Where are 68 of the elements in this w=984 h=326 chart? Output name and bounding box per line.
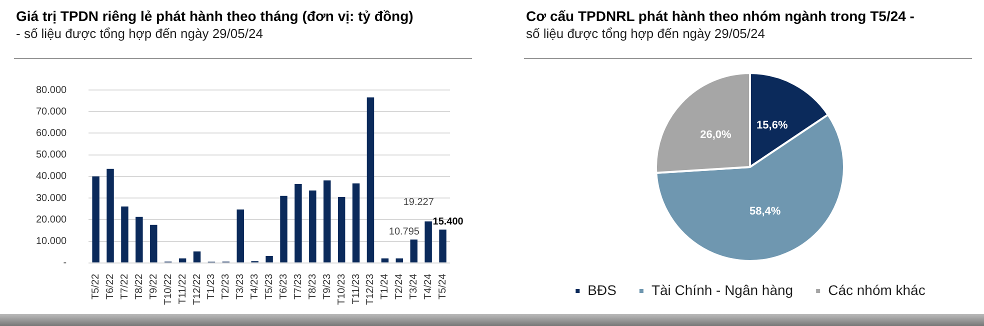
x-tick-label: T11/23: [350, 273, 362, 304]
x-tick-label: T6/23: [278, 273, 290, 300]
x-tick-label: T3/23: [235, 273, 246, 300]
chart-subtitle: số liệu được tổng hợp đến ngày 29/05/24: [526, 26, 765, 41]
bar: [266, 256, 273, 262]
bar: [193, 251, 201, 262]
legend-label: Các nhóm khác: [828, 282, 926, 298]
x-tick-label: T9/22: [148, 273, 160, 300]
bar: [92, 176, 100, 262]
data-label: 19.227: [403, 197, 434, 208]
bar: [396, 258, 404, 262]
y-tick-label: 80.000: [36, 84, 68, 96]
bar: [439, 230, 446, 262]
y-tick-label: 40.000: [36, 171, 68, 182]
bar: [410, 240, 418, 262]
chart-title: Cơ cấu TPDNRL phát hành theo nhóm ngành trong T5/24 -: [526, 8, 914, 24]
x-tick-label: T7/22: [119, 273, 130, 300]
data-label: 58,4%: [749, 206, 781, 218]
x-tick-label: T2/23: [220, 273, 232, 300]
x-tick-label: T1/24: [380, 273, 391, 300]
bar: [294, 184, 302, 262]
data-label: 15.400: [432, 216, 464, 228]
x-tick-label: T12/22: [192, 273, 203, 306]
bar: [366, 97, 374, 262]
y-tick-label: 30.000: [36, 192, 68, 204]
bar: [280, 196, 288, 262]
x-tick-label: T9/23: [322, 273, 333, 300]
bar: [178, 258, 186, 262]
y-tick-label: 70.000: [36, 106, 68, 118]
chart-subtitle: - số liệu được tổng hợp đến ngày 29/05/24: [16, 26, 263, 41]
x-tick-label: T10/22: [162, 273, 174, 306]
data-label: 15,6%: [756, 120, 788, 132]
x-tick-label: T12/23: [365, 273, 376, 306]
x-tick-label: T11/22: [177, 273, 188, 304]
bar: [324, 180, 331, 262]
bar: [121, 206, 128, 262]
x-tick-label: T10/23: [336, 273, 348, 306]
y-tick-label: 50.000: [36, 150, 68, 161]
bar: [236, 209, 244, 262]
data-label: 26,0%: [700, 128, 732, 141]
x-tick-label: T1/23: [206, 273, 218, 300]
bar: [136, 216, 143, 262]
y-tick-label: 10.000: [36, 236, 68, 248]
legend-label: BĐS: [588, 282, 616, 298]
bar: [381, 258, 389, 262]
x-tick-label: T5/23: [264, 273, 276, 300]
y-tick-label: 20.000: [36, 214, 68, 226]
bar: [309, 190, 316, 262]
bar: [338, 196, 346, 262]
chart-title: Giá trị TPDN riêng lẻ phát hành theo tháng (đơn vị: tỷ đồng): [16, 8, 414, 24]
x-tick-label: T5/22: [90, 273, 102, 300]
x-tick-label: T8/23: [307, 273, 318, 300]
x-tick-label: T6/22: [105, 273, 116, 300]
x-tick-label: T4/23: [250, 273, 261, 300]
bar: [106, 168, 114, 262]
bar: [150, 224, 158, 262]
x-tick-label: T2/24: [394, 273, 406, 300]
y-tick-label: -: [63, 258, 67, 269]
bar: [424, 221, 432, 262]
legend-label: Tài Chính - Ngân hàng: [651, 282, 794, 298]
data-label: 10.795: [388, 226, 420, 238]
x-tick-label: T3/24: [408, 273, 420, 300]
x-tick-label: T4/24: [423, 273, 434, 300]
y-tick-label: 60.000: [36, 128, 68, 139]
x-tick-label: T5/24: [438, 273, 449, 300]
x-tick-label: T7/23: [292, 273, 304, 300]
x-tick-label: T8/22: [134, 273, 145, 300]
bar: [352, 183, 360, 262]
